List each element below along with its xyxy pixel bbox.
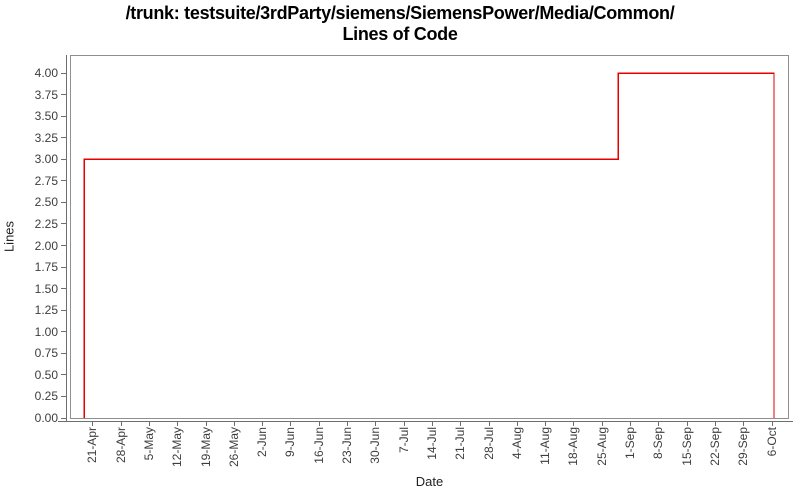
x-tick-label: 21-Jul xyxy=(453,427,468,460)
y-tick-mark xyxy=(61,352,66,354)
loc-step-line xyxy=(83,72,775,418)
y-tick-label: 1.50 xyxy=(34,281,58,296)
y-tick-mark xyxy=(61,158,66,160)
y-tick-label: 3.75 xyxy=(34,87,58,102)
x-tick-mark xyxy=(516,421,518,426)
x-tick-label: 23-Jun xyxy=(340,427,355,464)
x-tick-label: 19-May xyxy=(198,427,213,468)
x-tick-mark xyxy=(262,421,264,426)
y-tick-mark xyxy=(61,115,66,117)
x-tick-label: 2-Jun xyxy=(255,427,270,458)
y-tick-mark xyxy=(61,201,66,203)
x-tick-label: 4-Aug xyxy=(509,427,524,460)
x-tick-mark xyxy=(573,421,575,426)
x-tick-label: 5-May xyxy=(142,427,156,461)
chart-title-line2: Lines of Code xyxy=(342,24,458,44)
x-tick-mark xyxy=(347,421,349,426)
x-tick-mark xyxy=(714,421,716,426)
y-axis-line xyxy=(66,55,67,422)
y-tick-label: 1.25 xyxy=(34,303,58,318)
y-tick-label: 3.00 xyxy=(34,152,58,167)
x-tick-mark xyxy=(290,421,292,426)
chart-title-line1: /trunk: testsuite/3rdParty/siemens/Sieme… xyxy=(125,3,675,23)
x-tick-label: 22-Sep xyxy=(707,427,722,466)
x-tick-mark xyxy=(545,421,547,426)
x-tick-label: 8-Sep xyxy=(651,427,666,460)
x-tick-label: 18-Aug xyxy=(566,427,581,466)
x-tick-mark xyxy=(686,421,688,426)
y-tick-mark xyxy=(61,288,66,290)
y-tick-label: 1.75 xyxy=(34,260,58,275)
x-tick-label: 26-May xyxy=(226,427,241,468)
y-tick-label: 0.00 xyxy=(34,411,58,425)
x-tick-mark xyxy=(205,421,207,426)
x-tick-mark xyxy=(488,421,490,426)
y-tick-mark xyxy=(61,137,66,139)
y-axis-title: Lines xyxy=(1,220,17,253)
x-tick-label: 28-Jul xyxy=(481,427,496,460)
y-tick-mark xyxy=(61,94,66,96)
x-tick-label: 1-Sep xyxy=(623,427,638,460)
y-tick-label: 2.00 xyxy=(34,238,58,253)
y-tick-mark xyxy=(61,266,66,268)
y-tick-label: 3.25 xyxy=(34,130,58,145)
y-tick-mark xyxy=(61,417,66,419)
x-tick-mark xyxy=(630,421,632,426)
x-tick-mark xyxy=(149,421,150,426)
y-tick-label: 2.25 xyxy=(34,216,58,231)
x-tick-mark xyxy=(233,421,235,426)
y-tick-mark xyxy=(61,180,66,182)
x-tick-mark xyxy=(431,421,433,426)
x-tick-mark xyxy=(120,421,122,426)
x-tick-mark xyxy=(771,421,773,426)
y-tick-label: 0.75 xyxy=(34,346,58,361)
x-axis-title: Date xyxy=(415,474,444,489)
y-tick-label: 2.50 xyxy=(34,195,58,210)
y-tick-label: 4.00 xyxy=(34,66,58,81)
y-tick-mark xyxy=(61,72,66,74)
y-tick-mark xyxy=(61,223,66,225)
y-tick-mark xyxy=(61,245,66,247)
y-tick-label: 2.75 xyxy=(34,173,58,188)
x-tick-label: 11-Aug xyxy=(538,427,553,465)
y-tick-mark xyxy=(61,331,66,333)
x-tick-label: 28-Apr xyxy=(113,427,128,464)
y-tick-mark xyxy=(61,374,66,376)
x-tick-label: 21-Apr xyxy=(85,427,100,464)
x-tick-label: 25-Aug xyxy=(594,427,609,466)
y-tick-label: 0.50 xyxy=(34,367,58,382)
chart-title: /trunk: testsuite/3rdParty/siemens/Sieme… xyxy=(0,3,800,45)
x-tick-label: 7-Jul xyxy=(396,427,411,454)
x-tick-label: 15-Sep xyxy=(679,427,694,466)
y-tick-label: 0.25 xyxy=(34,389,58,404)
x-tick-mark xyxy=(177,421,179,426)
x-tick-label: 16-Jun xyxy=(311,427,326,464)
y-tick-mark xyxy=(61,395,66,397)
x-tick-mark xyxy=(92,421,94,426)
x-tick-label: 9-Jun xyxy=(283,427,298,458)
x-tick-label: 29-Sep xyxy=(736,427,751,466)
x-tick-mark xyxy=(318,421,320,426)
y-tick-label: 1.00 xyxy=(34,324,58,339)
x-tick-mark xyxy=(403,421,405,426)
x-tick-mark xyxy=(601,421,603,426)
plot-area xyxy=(70,55,789,419)
x-tick-mark xyxy=(375,421,377,426)
x-tick-label: 14-Jul xyxy=(424,427,439,460)
x-tick-mark xyxy=(743,421,745,426)
x-tick-label: 12-May xyxy=(170,427,185,468)
x-tick-label: 6-Oct xyxy=(764,427,779,457)
x-axis-line xyxy=(58,421,793,422)
y-tick-mark xyxy=(61,309,66,311)
loc-series-polyline xyxy=(83,72,775,418)
x-tick-mark xyxy=(460,421,462,426)
x-tick-mark xyxy=(658,421,660,426)
x-tick-label: 30-Jun xyxy=(368,427,383,464)
y-tick-label: 3.50 xyxy=(34,109,58,124)
